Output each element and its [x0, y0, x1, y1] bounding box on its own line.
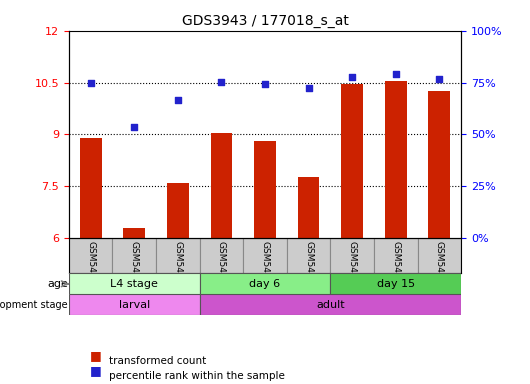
Text: adult: adult — [316, 300, 344, 310]
Text: ■: ■ — [90, 364, 102, 377]
Point — [261, 81, 269, 87]
FancyBboxPatch shape — [374, 238, 418, 273]
Text: GSM542658: GSM542658 — [348, 241, 357, 296]
FancyBboxPatch shape — [287, 238, 330, 273]
Text: percentile rank within the sample: percentile rank within the sample — [109, 371, 285, 381]
FancyBboxPatch shape — [330, 238, 374, 273]
Point — [86, 79, 95, 86]
Title: GDS3943 / 177018_s_at: GDS3943 / 177018_s_at — [182, 14, 348, 28]
Point — [174, 97, 182, 103]
Text: GSM542654: GSM542654 — [173, 241, 182, 295]
Text: development stage: development stage — [0, 300, 68, 310]
Bar — [254, 141, 276, 238]
Point — [392, 71, 400, 77]
Bar — [210, 132, 232, 238]
FancyBboxPatch shape — [200, 273, 330, 294]
FancyBboxPatch shape — [69, 294, 200, 315]
Text: GSM542653: GSM542653 — [130, 241, 139, 296]
Bar — [341, 84, 363, 238]
Bar — [80, 138, 102, 238]
Point — [130, 124, 138, 131]
FancyBboxPatch shape — [69, 238, 112, 273]
Bar — [123, 228, 145, 238]
Text: GSM542655: GSM542655 — [217, 241, 226, 296]
Text: transformed count: transformed count — [109, 356, 206, 366]
Text: ■: ■ — [90, 349, 102, 362]
Point — [304, 84, 313, 91]
Text: L4 stage: L4 stage — [110, 279, 158, 289]
Bar — [167, 183, 189, 238]
FancyBboxPatch shape — [200, 294, 461, 315]
Text: day 15: day 15 — [377, 279, 415, 289]
Text: larval: larval — [119, 300, 150, 310]
Bar — [298, 177, 320, 238]
Text: GSM542660: GSM542660 — [435, 241, 444, 296]
Text: GSM542652: GSM542652 — [86, 241, 95, 295]
FancyBboxPatch shape — [243, 238, 287, 273]
Text: age: age — [47, 279, 68, 289]
Text: day 6: day 6 — [250, 279, 280, 289]
FancyBboxPatch shape — [200, 238, 243, 273]
FancyBboxPatch shape — [69, 273, 200, 294]
Text: GSM542657: GSM542657 — [304, 241, 313, 296]
Bar — [385, 81, 407, 238]
FancyBboxPatch shape — [330, 273, 461, 294]
FancyBboxPatch shape — [418, 238, 461, 273]
FancyBboxPatch shape — [156, 238, 200, 273]
Point — [435, 76, 444, 82]
Point — [348, 74, 356, 80]
Text: GSM542656: GSM542656 — [261, 241, 269, 296]
Point — [217, 79, 226, 85]
Bar — [428, 91, 450, 238]
FancyBboxPatch shape — [112, 238, 156, 273]
Text: GSM542659: GSM542659 — [391, 241, 400, 296]
